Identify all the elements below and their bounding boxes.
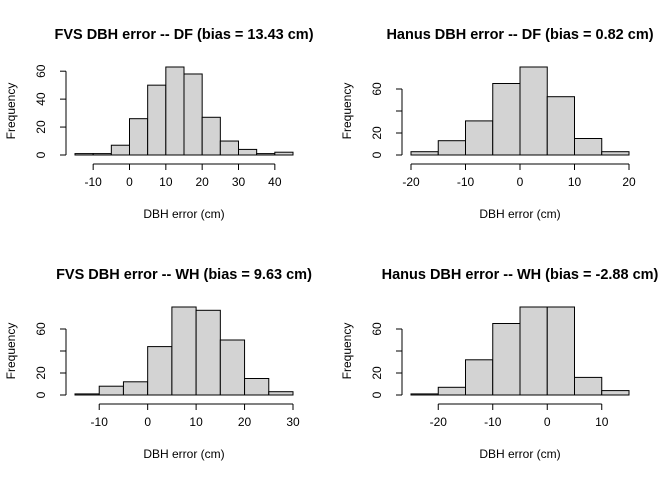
- y-tick-label: 20: [370, 126, 384, 140]
- x-tick-label: 20: [238, 415, 252, 429]
- chart-title: Hanus DBH error -- DF (bias = 0.82 cm): [386, 27, 653, 43]
- x-tick-label: 30: [232, 175, 246, 189]
- bar: [410, 393, 439, 396]
- bar: [519, 66, 548, 156]
- bar: [574, 376, 603, 396]
- x-tick-label: 0: [517, 175, 524, 189]
- bar: [574, 138, 603, 156]
- x-tick-label: 10: [568, 175, 582, 189]
- x-tick-label: 10: [595, 415, 609, 429]
- x-tick-label: 10: [159, 175, 173, 189]
- bar: [492, 323, 521, 396]
- bar: [256, 153, 276, 156]
- bar: [183, 73, 203, 156]
- bar: [492, 83, 521, 156]
- bar: [171, 306, 197, 396]
- bar: [195, 309, 221, 396]
- bar: [465, 120, 494, 156]
- bar: [437, 140, 466, 156]
- x-tick-label: -20: [402, 175, 420, 189]
- x-tick-label: 10: [189, 415, 203, 429]
- bar: [110, 144, 131, 156]
- bar: [519, 306, 548, 396]
- y-tick-label: 0: [34, 391, 48, 398]
- y-tick-label: 60: [370, 82, 384, 96]
- x-axis-label: DBH error (cm): [479, 207, 560, 221]
- y-tick-label: 60: [370, 322, 384, 336]
- y-tick-label: 40: [34, 92, 48, 106]
- x-tick-label: 40: [268, 175, 282, 189]
- x-tick-label: -10: [457, 175, 475, 189]
- bar: [92, 153, 112, 156]
- bar: [274, 151, 294, 156]
- x-tick-label: -10: [84, 175, 102, 189]
- bar: [546, 96, 575, 156]
- y-tick-label: 0: [34, 151, 48, 158]
- x-axis-label: DBH error (cm): [143, 207, 224, 221]
- x-tick-label: -10: [484, 415, 502, 429]
- x-axis-label: DBH error (cm): [143, 447, 224, 461]
- x-tick-label: 30: [286, 415, 300, 429]
- x-tick-label: 0: [144, 415, 151, 429]
- bar: [219, 339, 246, 396]
- bar: [165, 66, 185, 156]
- x-tick-label: 20: [622, 175, 636, 189]
- y-axis-label: Frequency: [4, 83, 18, 140]
- y-tick-label: 20: [34, 366, 48, 380]
- bar: [201, 116, 221, 156]
- y-tick-label: 20: [34, 120, 48, 134]
- y-tick-label: 20: [370, 366, 384, 380]
- bar: [147, 84, 167, 156]
- bar: [465, 359, 494, 396]
- x-tick-label: 0: [544, 415, 551, 429]
- y-axis-label: Frequency: [340, 323, 354, 380]
- y-tick-label: 0: [370, 151, 384, 158]
- x-tick-label: -20: [430, 415, 448, 429]
- chart-title: FVS DBH error -- DF (bias = 13.43 cm): [54, 27, 313, 43]
- bar: [129, 118, 149, 156]
- bar: [601, 151, 630, 156]
- x-tick-label: 0: [126, 175, 133, 189]
- bar: [244, 378, 270, 396]
- bar: [410, 151, 439, 156]
- bar: [219, 140, 239, 156]
- bar: [98, 385, 124, 396]
- y-axis-label: Frequency: [4, 323, 18, 380]
- x-axis-label: DBH error (cm): [479, 447, 560, 461]
- bar: [147, 346, 173, 396]
- bar: [546, 306, 575, 396]
- bar: [601, 390, 630, 396]
- bar: [74, 153, 94, 156]
- y-tick-label: 0: [370, 391, 384, 398]
- bar: [122, 381, 149, 396]
- y-axis-label: Frequency: [340, 83, 354, 140]
- y-tick-label: 60: [34, 64, 48, 78]
- x-tick-label: 20: [195, 175, 209, 189]
- bar: [74, 393, 100, 396]
- y-tick-label: 60: [34, 322, 48, 336]
- chart-title: Hanus DBH error -- WH (bias = -2.88 cm): [382, 267, 659, 283]
- x-tick-label: -10: [91, 415, 109, 429]
- bar: [437, 386, 466, 396]
- bar: [268, 391, 294, 396]
- chart-title: FVS DBH error -- WH (bias = 9.63 cm): [56, 267, 312, 283]
- bar: [238, 148, 258, 156]
